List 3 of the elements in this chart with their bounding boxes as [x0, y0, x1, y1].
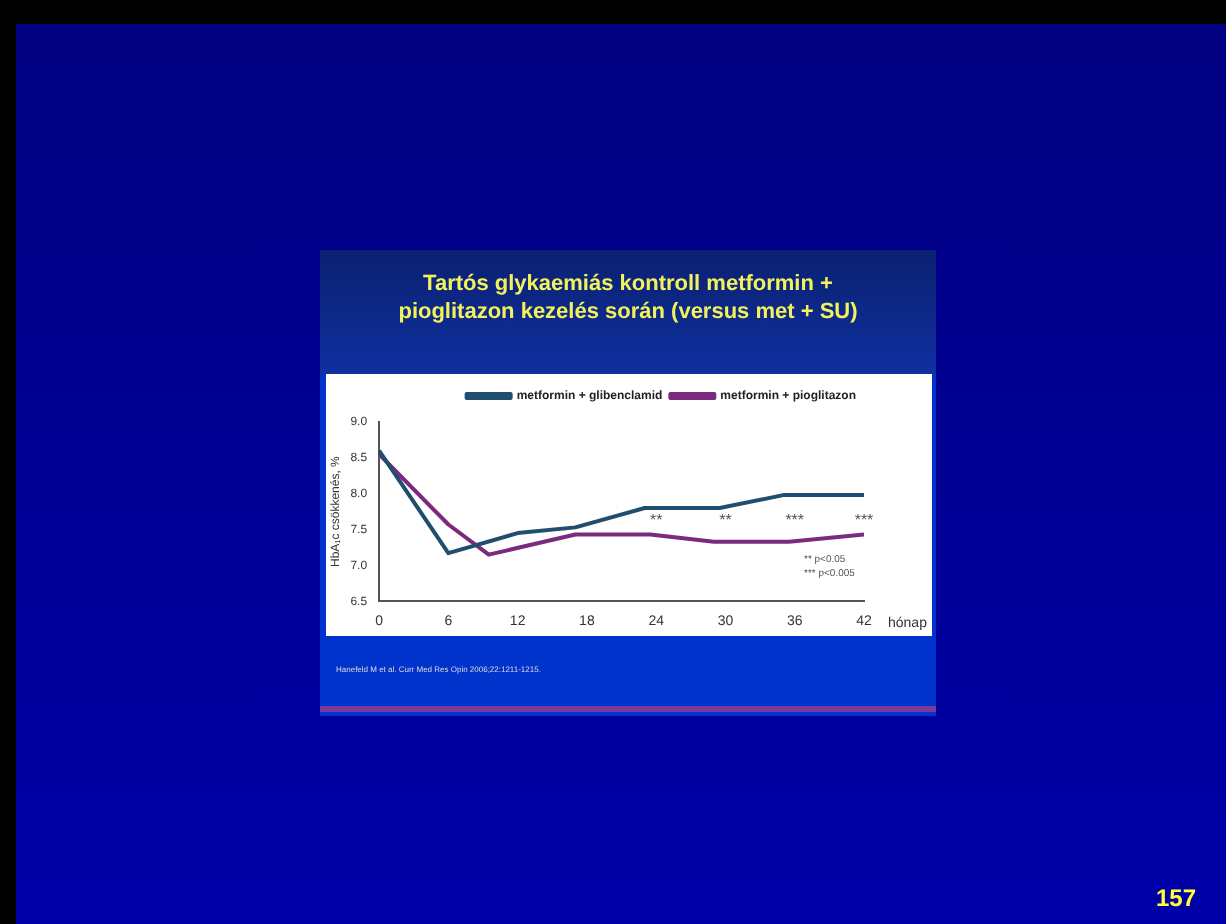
text: 157	[1156, 884, 1197, 912]
text: ** ** *** ***	[649, 511, 874, 530]
chart-title: Tartós glykaemiás kontroll metformin + pioglitazon kezelés során (versus met + SU)	[396, 270, 860, 326]
